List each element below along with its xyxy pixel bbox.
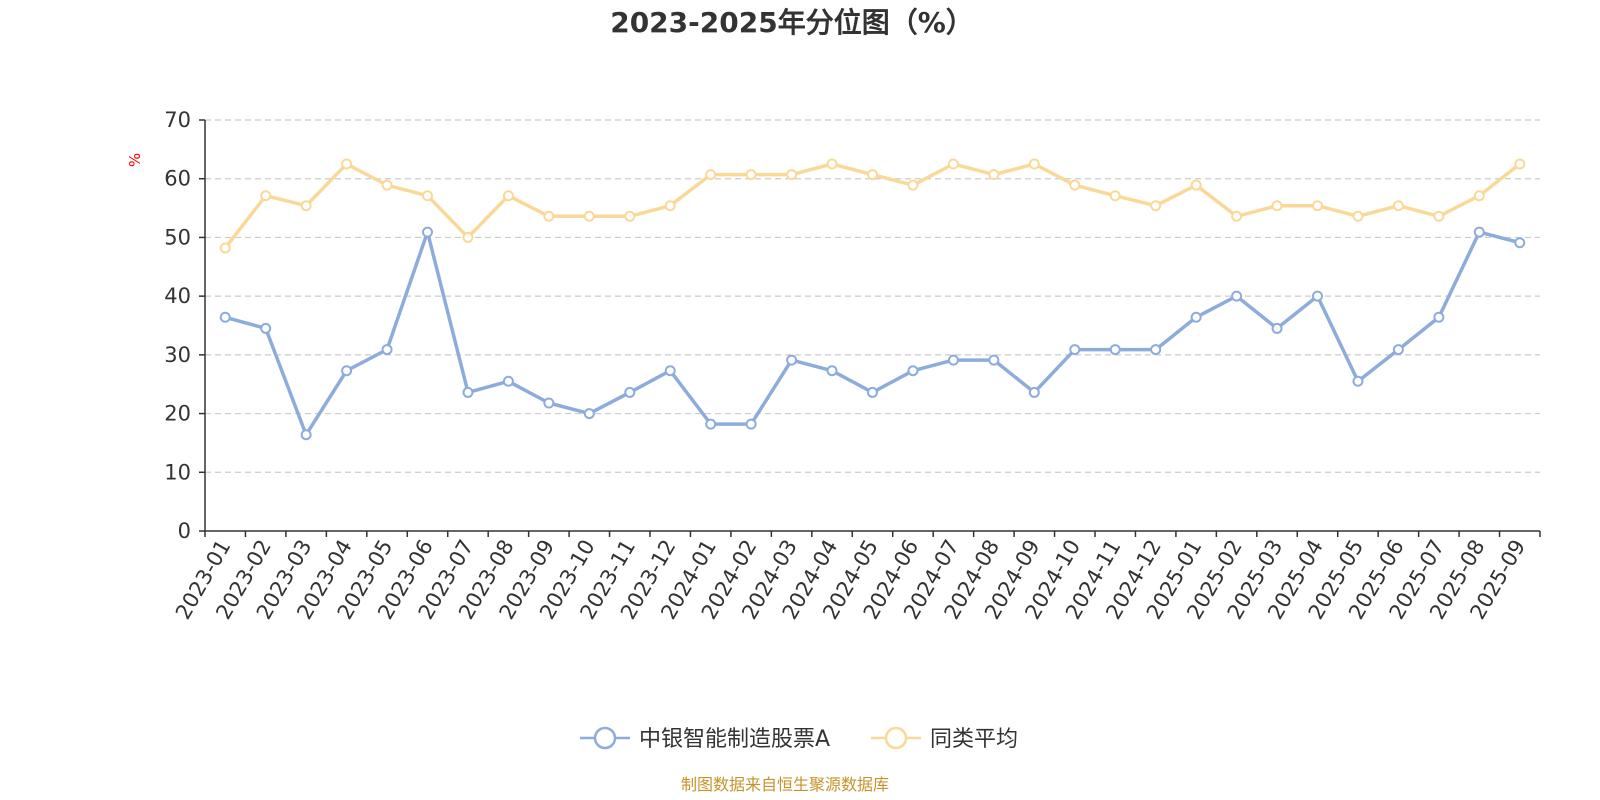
y-tick-label: 0 bbox=[178, 519, 191, 543]
data-point bbox=[300, 429, 312, 441]
data-point bbox=[502, 375, 514, 387]
data-point bbox=[1069, 179, 1081, 191]
data-point bbox=[1312, 200, 1323, 212]
legend: 中银智能制造股票A 同类平均 bbox=[580, 726, 1018, 752]
data-point bbox=[583, 408, 595, 420]
data-point bbox=[1231, 290, 1243, 302]
data-point bbox=[1271, 200, 1283, 212]
data-point bbox=[1433, 311, 1445, 323]
legend-marker-1 bbox=[884, 726, 908, 750]
y-tick-label: 70 bbox=[164, 108, 191, 132]
y-tick-label: 30 bbox=[164, 343, 191, 367]
data-point bbox=[988, 354, 1000, 366]
data-point bbox=[867, 386, 878, 398]
data-point bbox=[1190, 311, 1202, 323]
data-points bbox=[219, 158, 1526, 441]
legend-label-1: 同类平均 bbox=[930, 727, 1018, 752]
data-point bbox=[341, 365, 353, 377]
data-point bbox=[1514, 158, 1526, 170]
data-point bbox=[381, 344, 393, 356]
axes: 0102030405060702023-012023-022023-032023… bbox=[164, 108, 1541, 623]
series-line-0 bbox=[223, 230, 1522, 437]
y-tick-label: 50 bbox=[164, 225, 191, 249]
data-point bbox=[422, 190, 433, 202]
data-point bbox=[219, 242, 231, 254]
data-point bbox=[786, 354, 798, 366]
y-tick-label: 40 bbox=[164, 284, 191, 308]
data-point bbox=[1028, 386, 1040, 398]
data-point bbox=[1392, 200, 1404, 212]
data-point bbox=[583, 210, 595, 222]
data-point bbox=[1109, 190, 1121, 202]
data-point bbox=[1473, 226, 1485, 238]
data-point bbox=[1069, 344, 1081, 356]
data-point bbox=[907, 179, 919, 191]
data-point bbox=[260, 322, 272, 334]
data-point bbox=[907, 365, 919, 377]
data-point bbox=[1312, 290, 1323, 302]
data-point bbox=[664, 365, 676, 377]
data-point bbox=[1271, 322, 1283, 334]
data-point bbox=[543, 397, 555, 409]
data-point bbox=[462, 231, 474, 243]
data-point bbox=[664, 200, 676, 212]
data-point bbox=[1392, 344, 1404, 356]
data-point bbox=[947, 158, 959, 170]
y-tick-label: 20 bbox=[164, 402, 191, 426]
data-point bbox=[381, 179, 393, 191]
data-point bbox=[300, 200, 312, 212]
data-point bbox=[1433, 210, 1445, 222]
data-point bbox=[705, 169, 717, 181]
data-point bbox=[826, 365, 838, 377]
y-tick-label: 10 bbox=[164, 460, 191, 484]
y-axis-unit: % bbox=[126, 153, 144, 167]
data-point bbox=[219, 311, 231, 323]
data-point bbox=[745, 418, 757, 430]
data-point bbox=[422, 226, 433, 238]
y-tick-label: 60 bbox=[164, 167, 191, 191]
data-point bbox=[502, 190, 514, 202]
data-point bbox=[543, 210, 555, 222]
data-point bbox=[786, 169, 798, 181]
data-point bbox=[1514, 237, 1526, 249]
data-point bbox=[705, 418, 717, 430]
source-note: 制图数据来自恒生聚源数据库 bbox=[681, 775, 889, 794]
data-point bbox=[826, 158, 838, 170]
data-point bbox=[947, 354, 959, 366]
data-point bbox=[1150, 200, 1162, 212]
data-point bbox=[1028, 158, 1040, 170]
data-point bbox=[1352, 210, 1364, 222]
chart-title: 2023-2025年分位图（%） bbox=[610, 6, 974, 39]
data-point bbox=[1231, 210, 1243, 222]
data-point bbox=[341, 158, 353, 170]
data-point bbox=[1109, 344, 1121, 356]
data-point bbox=[260, 190, 272, 202]
data-point bbox=[462, 386, 474, 398]
legend-marker-0 bbox=[593, 726, 617, 750]
data-point bbox=[1473, 190, 1485, 202]
data-point bbox=[745, 169, 757, 181]
data-point bbox=[1190, 179, 1202, 191]
data-point bbox=[867, 169, 878, 181]
legend-label-0: 中银智能制造股票A bbox=[639, 727, 830, 752]
data-point bbox=[624, 210, 636, 222]
data-point bbox=[1150, 344, 1162, 356]
data-point bbox=[988, 169, 1000, 181]
data-point bbox=[1352, 375, 1364, 387]
data-point bbox=[624, 386, 636, 398]
